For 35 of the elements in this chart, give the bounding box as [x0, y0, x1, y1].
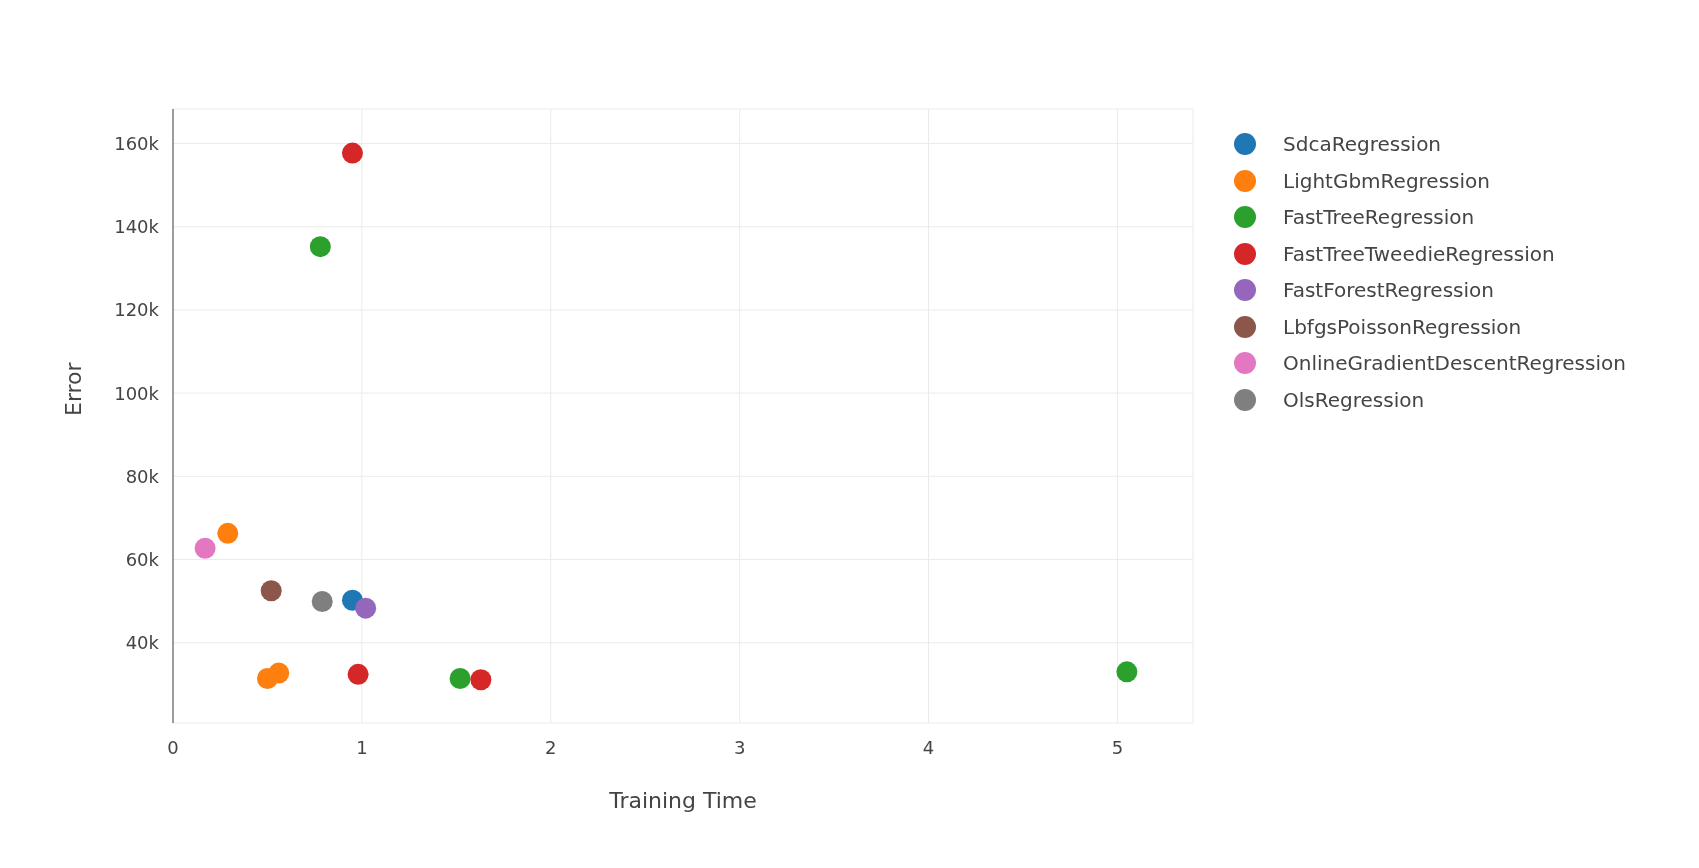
point [347, 663, 369, 685]
legend-label: SdcaRegression [1283, 132, 1442, 157]
x-tick-label: 5 [1111, 736, 1124, 758]
legend-label: OnlineGradientDescentRegression [1283, 351, 1626, 376]
point [268, 662, 290, 684]
point [341, 142, 363, 164]
y-tick-label: 60k [125, 548, 160, 570]
y-axis-title: Error [60, 361, 86, 416]
y-tick-label: 160k [114, 132, 160, 154]
legend-label: FastForestRegression [1283, 278, 1494, 303]
y-tick-label: 120k [114, 299, 160, 321]
x-tick-label: 2 [545, 736, 557, 758]
point [311, 591, 333, 613]
point [449, 667, 471, 689]
x-axis-title: Training Time [608, 788, 757, 813]
x-tick-label: 1 [356, 736, 368, 758]
y-tick-label: 140k [114, 216, 160, 238]
point [470, 669, 492, 691]
point [309, 236, 331, 258]
legend-label: FastTreeRegression [1283, 205, 1475, 230]
point [1116, 661, 1138, 683]
point [260, 580, 282, 602]
legend-label: OlsRegression [1283, 387, 1425, 412]
x-tick-label: 0 [167, 736, 179, 758]
legend-label: LbfgsPoissonRegression [1283, 314, 1522, 339]
x-tick-label: 4 [922, 736, 935, 758]
legend-label: FastTreeTweedieRegression [1283, 241, 1555, 266]
point [194, 537, 216, 559]
x-tick-label: 3 [733, 736, 746, 758]
y-tick-label: 100k [114, 382, 160, 404]
y-tick-label: 40k [125, 632, 160, 654]
point [355, 597, 377, 619]
point [217, 522, 239, 544]
y-tick-label: 80k [125, 465, 160, 487]
legend-label: LightGbmRegression [1283, 168, 1490, 193]
